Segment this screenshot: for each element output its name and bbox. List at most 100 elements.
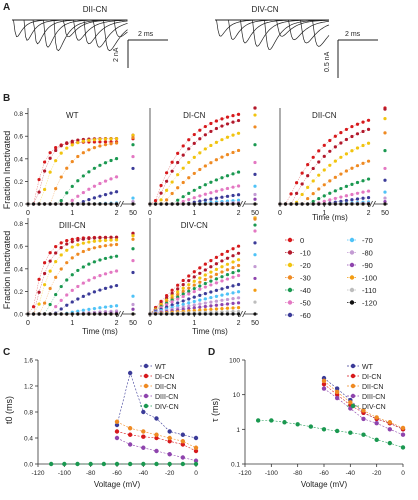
point-3-12-0 xyxy=(26,312,30,316)
point-1-0-4 xyxy=(170,160,174,164)
point-50ms-1-12 xyxy=(253,202,257,206)
point-50ms-0-12 xyxy=(131,202,135,206)
point-4-2-7 xyxy=(187,283,191,287)
point-3-1-2 xyxy=(37,290,41,294)
point-3-6-14 xyxy=(103,286,108,290)
time-label-b-right: Time (ms) xyxy=(312,213,348,222)
legend-label-12: -120 xyxy=(362,299,377,308)
point-4-9-15 xyxy=(231,301,235,306)
point-2-12-10 xyxy=(333,202,337,206)
point-2-5-10 xyxy=(333,196,337,201)
scalebar-dii-time: 2 ms xyxy=(138,31,154,38)
point-3-2-15 xyxy=(109,238,113,242)
point-3-6-7 xyxy=(65,303,69,307)
point-2-0-13 xyxy=(350,125,354,129)
point-2-5-11 xyxy=(339,195,343,199)
point-0-4-10 xyxy=(81,174,85,178)
point-0-2-6 xyxy=(59,151,63,155)
point-4-9-12 xyxy=(214,303,219,307)
point-4-0-10 xyxy=(203,262,207,266)
series-point-5-1-1 xyxy=(127,432,133,437)
point-1-2-10 xyxy=(203,147,207,151)
ytick-label-6-0.1: 0.1 xyxy=(231,462,240,469)
point-2-3-10 xyxy=(333,175,337,179)
panel-letter-d: D xyxy=(208,347,215,358)
point-3-1-10 xyxy=(81,237,85,241)
point-1-6-16 xyxy=(236,193,241,197)
xtick-label-5--80: -80 xyxy=(86,470,96,477)
point-50ms-1-2 xyxy=(253,113,257,117)
point-0-3-10 xyxy=(81,151,85,155)
point-1-2-7 xyxy=(187,160,191,165)
legend-label-4: -40 xyxy=(300,286,311,295)
ytick-label-6-1: 1 xyxy=(236,427,240,434)
ytick-label-0-0: 0.0 xyxy=(14,202,23,209)
point-4-1-14 xyxy=(225,256,230,260)
point-50ms-4-12 xyxy=(253,312,257,316)
legend-marker-5-4 xyxy=(143,403,149,409)
point-2-6-13 xyxy=(350,198,354,202)
point-1-6-12 xyxy=(214,196,219,200)
point-4-3-7 xyxy=(187,286,191,290)
point-2-3-8 xyxy=(322,183,326,187)
point-1-1-16 xyxy=(236,118,241,123)
point-1-7-15 xyxy=(231,199,235,203)
point-3-4-16 xyxy=(114,254,119,258)
legend-marker-10 xyxy=(349,275,355,280)
point-1-12-7 xyxy=(187,202,191,206)
fit-line-0-1 xyxy=(28,138,117,205)
point-0-5-14 xyxy=(103,179,108,183)
point-3-5-5 xyxy=(54,305,58,309)
point-3-2-12 xyxy=(92,239,97,243)
point-1-2-4 xyxy=(170,180,174,184)
point-50ms-4-9 xyxy=(253,276,257,281)
point-2-1-12 xyxy=(344,137,349,142)
point-0-5-15 xyxy=(109,177,113,181)
point-4-9-16 xyxy=(236,301,241,305)
point-3-7-13 xyxy=(98,306,102,310)
point-4-0-8 xyxy=(192,270,196,274)
point-4-1-15 xyxy=(231,254,235,258)
div-trace-8 xyxy=(215,19,330,47)
point-4-10-16 xyxy=(236,305,241,310)
point-1-12-4 xyxy=(170,202,174,206)
xtick-label-0-1: 1 xyxy=(70,210,74,217)
point-1-5-11 xyxy=(209,191,213,195)
break-mark-a-2 xyxy=(369,200,373,208)
legend-marker-2 xyxy=(287,262,293,268)
ytick-label-0-0.6: 0.6 xyxy=(14,134,23,141)
point-4-12-1 xyxy=(153,312,158,316)
point-2-1-11 xyxy=(339,141,343,145)
point-4-6-7 xyxy=(187,297,191,301)
point-3-4-13 xyxy=(98,258,102,262)
series-point-5-4-10 xyxy=(180,461,186,467)
point-4-3-13 xyxy=(220,270,224,274)
point-2-3-6 xyxy=(311,191,315,196)
series-point-6-4-0 xyxy=(255,418,261,423)
point-1-3-11 xyxy=(209,161,213,165)
point-2-1-16 xyxy=(366,127,371,131)
point-50ms-1-8 xyxy=(253,192,257,197)
point-4-1-12 xyxy=(214,262,219,266)
point-2-1-7 xyxy=(317,160,321,164)
voltage-legend: 0 -10 -20 -30 -40 -50 -60 -70 -80 -90 -100 -110 -120 xyxy=(285,236,377,320)
point-4-6-4 xyxy=(170,303,174,307)
series-point-5-3-6 xyxy=(193,458,199,463)
series-point-6-4-4 xyxy=(308,424,314,429)
series-point-6-4-10 xyxy=(387,440,393,446)
point-4-3-12 xyxy=(214,272,219,276)
point-2-0-7 xyxy=(317,149,321,153)
series-point-5-2-2 xyxy=(141,429,146,434)
point-2-2-12 xyxy=(344,152,349,156)
point-4-0-5 xyxy=(176,283,180,287)
point-0-12-8 xyxy=(70,202,74,206)
point-4-9-9 xyxy=(198,305,202,309)
point-2-4-11 xyxy=(339,186,343,191)
point-50ms-0-8 xyxy=(131,200,135,204)
point-4-5-16 xyxy=(236,273,241,278)
point-1-0-6 xyxy=(181,144,185,148)
point-3-1-4 xyxy=(48,259,52,263)
point-2-12-8 xyxy=(322,202,326,206)
legend-marker-6-0 xyxy=(350,363,356,369)
point-2-1-4 xyxy=(300,182,304,186)
